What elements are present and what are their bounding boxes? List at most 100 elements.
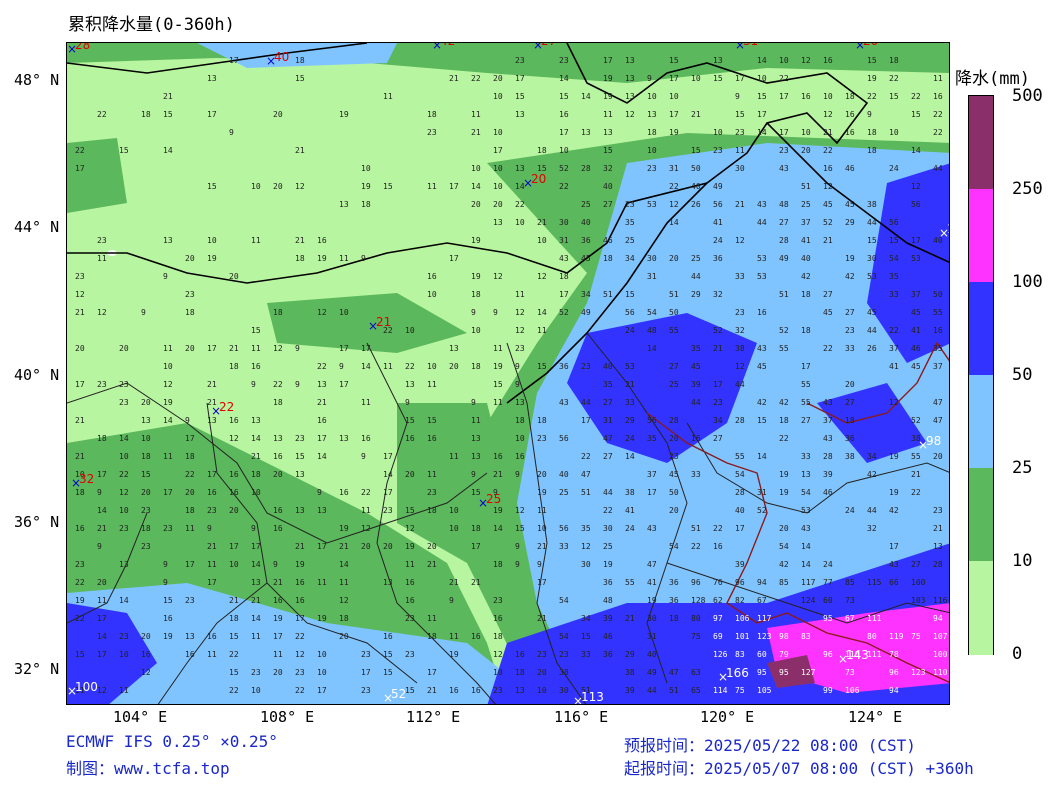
grid-value: 14 [647,344,657,353]
grid-value: 46 [911,344,921,353]
grid-value: 35 [581,524,591,533]
grid-value: 105 [757,686,772,695]
grid-value: 10 [449,506,459,515]
grid-value: 32 [713,290,723,299]
grid-value: 44 [735,380,745,389]
grid-value: 13 [273,434,283,443]
grid-value: 40 [603,362,613,371]
grid-value: 23 [119,632,129,641]
grid-value: 49 [713,182,723,191]
grid-value: 27 [779,218,789,227]
grid-value: 24 [823,560,833,569]
grid-value: 25 [801,200,811,209]
grid-value: 15 [427,416,437,425]
grid-value: 12 [163,380,173,389]
grid-value: 21 [251,452,261,461]
coastline [646,341,949,683]
grid-value: 35 [625,218,635,227]
grid-value: 14 [801,542,811,551]
grid-value: 17 [669,110,679,119]
grid-value: 36 [559,362,569,371]
grid-value: 47 [603,434,613,443]
grid-value: 16 [295,578,305,587]
grid-value: 9 [207,524,212,533]
grid-value: 20 [537,470,547,479]
grid-value: 17 [383,452,393,461]
grid-value: 16 [559,110,569,119]
grid-value: 107 [933,632,948,641]
lon-label-116: 116° E [554,708,609,726]
grid-value: 14 [757,128,767,137]
station-cross-icon: × [533,43,543,52]
grid-value: 117 [801,578,816,587]
grid-value: 15 [515,524,525,533]
grid-value: 31 [757,488,767,497]
grid-value: 15 [119,146,129,155]
grid-value: 23 [97,236,107,245]
grid-value: 55 [625,578,635,587]
lon-label-108: 108° E [260,708,315,726]
grid-value: 55 [779,344,789,353]
grid-value: 19 [339,524,349,533]
grid-value: 13 [933,542,943,551]
grid-value: 15 [383,668,393,677]
grid-value: 10 [251,182,261,191]
grid-value: 19 [647,596,657,605]
colorbar-title: 降水(mm) [955,69,1030,89]
grid-value: 22 [669,182,679,191]
grid-value: 18 [515,668,525,677]
grid-value: 10 [405,326,415,335]
grid-value: 23 [295,668,305,677]
colorbar-segment [969,282,993,376]
grid-value: 17 [207,344,217,353]
grid-value: 19 [449,650,459,659]
grid-value: 73 [845,668,855,677]
credit-link[interactable]: 制图：www.tcfa.top [66,759,230,778]
grid-value: 41 [801,236,811,245]
grid-value: 56 [911,200,921,209]
grid-value: 12 [97,308,107,317]
station-value: 98 [926,434,941,448]
grid-value: 17 [383,488,393,497]
grid-value: 23 [119,398,129,407]
grid-value: 17 [559,290,569,299]
grid-value: 10 [691,74,701,83]
grid-value: 11 [427,614,437,623]
grid-value: 15 [207,182,217,191]
grid-value: 11 [317,578,327,587]
lon-label-124: 124° E [848,708,903,726]
grid-value: 21 [427,686,437,695]
grid-value: 53 [757,272,767,281]
grid-value: 38 [735,344,745,353]
grid-value: 15 [713,74,723,83]
grid-value: 18 [647,128,657,137]
grid-value: 31 [647,272,657,281]
grid-value: 14 [119,596,129,605]
grid-value: 9 [295,380,300,389]
station-value: 100 [75,680,98,694]
grid-value: 23 [75,560,85,569]
grid-value: 38 [559,668,569,677]
grid-value: 28 [581,164,591,173]
grid-value: 17 [295,614,305,623]
grid-value: 23 [97,380,107,389]
grid-value: 22 [559,182,569,191]
station-cross-icon: × [67,43,77,56]
grid-value: 52 [713,326,723,335]
grid-value: 11 [383,362,393,371]
grid-value: 11 [207,560,217,569]
grid-value: 18 [493,632,503,641]
grid-value: 56 [889,218,899,227]
grid-value: 12 [295,650,305,659]
grid-value: 20 [537,668,547,677]
grid-value: 62 [713,596,723,605]
grid-value: 22 [823,344,833,353]
station-value: 42 [440,43,455,48]
grid-value: 35 [933,344,943,353]
grid-value: 14 [537,308,547,317]
grid-value: 12 [735,362,745,371]
grid-value: 16 [207,488,217,497]
grid-value: 19 [779,488,789,497]
grid-value: 18 [801,290,811,299]
grid-value: 10 [141,434,151,443]
